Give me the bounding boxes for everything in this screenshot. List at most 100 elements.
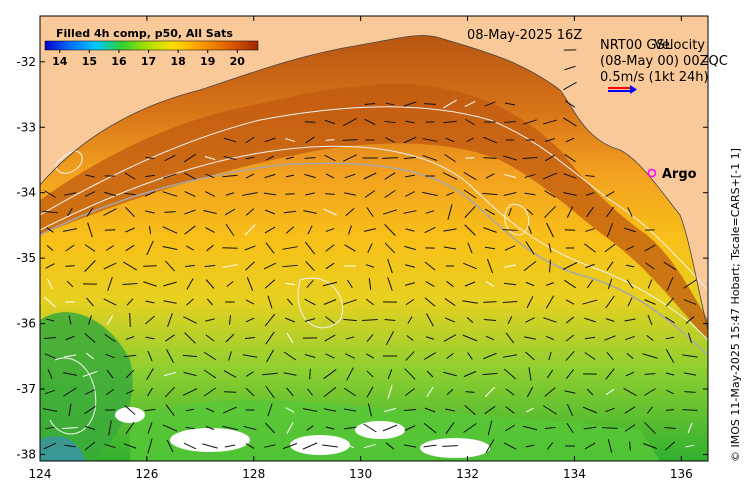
velocity-arrow [343, 299, 357, 305]
velocity-arrow [182, 354, 198, 358]
velocity-arrow [222, 174, 238, 178]
velocity-label: Velocity [654, 38, 705, 53]
velocity-arrow [665, 349, 675, 363]
velocity-arrow [606, 351, 614, 361]
velocity-arrow [285, 156, 295, 160]
velocity-arrow [345, 207, 355, 217]
warm-band [40, 84, 708, 340]
velocity-arrow [687, 332, 693, 344]
velocity-arrow [623, 387, 637, 397]
velocity-arrow [184, 332, 196, 344]
velocity-arrow [524, 174, 536, 178]
velocity-arrow [323, 299, 337, 305]
velocity-arrow [445, 421, 455, 435]
velocity-arrow [604, 243, 616, 253]
velocity-arrow [263, 192, 277, 196]
velocity-arrow [186, 278, 194, 290]
velocity-arrow [306, 425, 314, 431]
velocity-arrow [586, 206, 594, 218]
velocity-arrow [465, 157, 475, 159]
velocity-arrow [685, 444, 695, 448]
velocity-arrow [43, 442, 57, 450]
velocity-arrow [66, 280, 74, 288]
velocity-arrow [184, 209, 196, 215]
velocity-arrow [282, 442, 298, 450]
velocity-arrow [485, 173, 495, 179]
velocity-arrow [304, 354, 316, 358]
velocity-arrow [122, 261, 138, 271]
velocity-arrow [364, 443, 376, 449]
velocity-arrow [145, 174, 155, 178]
velocity-arrow [203, 209, 217, 215]
velocity-arrow [424, 297, 436, 307]
velocity-arrow [625, 335, 635, 341]
velocity-arrow [586, 279, 594, 289]
velocity-arrow [245, 443, 255, 449]
velocity-arrow [145, 210, 155, 214]
velocity-arrow [166, 439, 174, 453]
velocity-arrow [284, 317, 296, 323]
velocity-arrow [466, 316, 474, 324]
velocity-arrow [225, 333, 235, 343]
velocity-arrow [405, 228, 415, 232]
velocity-arrow [525, 317, 535, 323]
velocity-arrow [47, 369, 53, 379]
velocity-arrow [524, 192, 536, 196]
velocity-arrow [483, 352, 497, 360]
velocity-arrow [525, 281, 535, 287]
velocity-arrow [362, 318, 378, 322]
velocity-arrow [607, 278, 613, 290]
velocity-arrow [422, 154, 438, 162]
y-tick-label: -37 [16, 382, 36, 396]
velocity-arrow [84, 405, 96, 415]
x-tick-label: 126 [135, 467, 158, 481]
velocity-arrow [245, 261, 255, 271]
velocity-arrow [505, 388, 515, 396]
velocity-arrow [543, 405, 557, 415]
velocity-arrow [162, 424, 178, 432]
velocity-arrow [366, 334, 374, 342]
velocity-arrow [424, 103, 436, 105]
velocity-arrow [84, 441, 96, 451]
velocity-arrow [525, 241, 535, 255]
velocity-arrow [623, 227, 637, 233]
velocity-arrow [382, 424, 398, 432]
velocity-arrow [343, 408, 357, 412]
velocity-arrow [404, 368, 416, 380]
velocity-arrow [342, 154, 358, 162]
velocity-arrow [282, 264, 298, 268]
velocity-arrow [246, 371, 254, 377]
velocity-arrow [43, 336, 57, 340]
velocity-arrow [342, 139, 358, 141]
velocity-arrow [665, 316, 675, 324]
velocity-arrow [46, 227, 54, 233]
velocity-arrow [307, 225, 313, 235]
velocity-arrow [46, 244, 54, 252]
velocity-arrow [584, 442, 596, 450]
velocity-arrow [383, 209, 397, 215]
velocity-arrow [84, 425, 96, 431]
velocity-arrow [346, 367, 354, 381]
velocity-arrow [405, 120, 415, 124]
velocity-arrow [646, 334, 654, 342]
velocity-arrow [186, 298, 194, 306]
velocity-arrow [384, 120, 396, 124]
velocity-arrow [503, 173, 517, 179]
velocity-arrow [245, 299, 255, 305]
velocity-arrow [283, 210, 297, 214]
velocity-arrow [464, 224, 476, 236]
velocity-arrow [264, 313, 276, 327]
velocity-arrow [124, 192, 136, 196]
velocity-arrow [86, 207, 94, 217]
velocity-arrow [204, 156, 216, 160]
velocity-arrow [307, 388, 313, 396]
velocity-arrow [564, 153, 576, 163]
velocity-arrow [543, 119, 557, 125]
velocity-arrow [184, 225, 196, 235]
velocity-arrow [563, 173, 577, 179]
credit-text: © IMOS 11-May-2025 15:47 Hobart; Tscale=… [729, 148, 742, 462]
velocity-source-label: NRT00 GSL [600, 38, 673, 53]
velocity-arrow [343, 426, 357, 430]
velocity-arrow [684, 391, 696, 393]
velocity-arrow [424, 226, 436, 234]
